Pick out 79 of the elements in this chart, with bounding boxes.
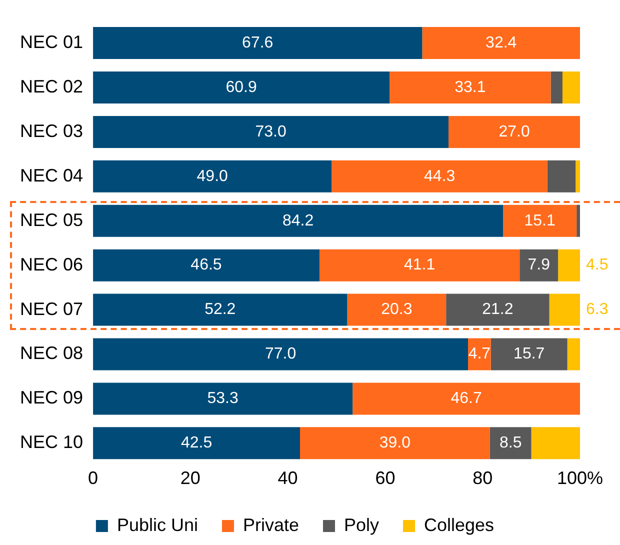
bar <box>549 294 580 326</box>
data-label: 32.4 <box>486 34 517 52</box>
x-tick-label: 40 <box>278 468 298 488</box>
data-label: 84.2 <box>282 212 314 230</box>
y-tick-label: NEC 09 <box>20 388 84 408</box>
data-label: 27.0 <box>498 123 530 140</box>
bar <box>576 204 580 237</box>
bar <box>352 382 580 415</box>
data-label: 49.0 <box>196 168 228 185</box>
data-label: 4.5 <box>586 256 608 274</box>
y-tick-label: NEC 03 <box>20 120 84 141</box>
data-label: 39.0 <box>379 434 411 452</box>
bar <box>558 249 580 282</box>
data-label: 77.0 <box>264 346 296 363</box>
bar <box>93 427 300 460</box>
bar <box>93 160 332 192</box>
data-label: 4.7 <box>468 346 491 363</box>
x-tick-label: 20 <box>180 468 200 488</box>
bar <box>547 160 576 192</box>
x-tick-label: 80 <box>472 468 493 488</box>
bar <box>93 249 320 282</box>
legend-label: Poly <box>344 514 380 535</box>
bar <box>319 249 520 282</box>
y-tick-label: NEC 07 <box>20 298 84 319</box>
bar <box>531 427 580 460</box>
data-label: 46.5 <box>190 256 222 274</box>
data-label: 67.6 <box>242 34 274 52</box>
y-tick-label: NEC 04 <box>20 165 84 186</box>
data-label: 60.9 <box>226 78 257 96</box>
bar <box>490 427 532 460</box>
bar <box>300 427 490 460</box>
bar <box>576 160 580 192</box>
bar <box>93 116 449 148</box>
bar <box>490 338 568 370</box>
bar <box>503 204 577 237</box>
data-label: 8.5 <box>499 434 522 452</box>
data-label: 41.1 <box>404 256 436 274</box>
y-tick-label: NEC 01 <box>20 32 84 52</box>
data-label: 6.3 <box>586 301 608 318</box>
bar <box>567 338 580 370</box>
y-tick-label: NEC 06 <box>20 254 84 274</box>
data-label: 7.9 <box>528 256 550 274</box>
y-tick-label: NEC 10 <box>20 432 84 452</box>
data-label: 33.1 <box>454 78 486 96</box>
bar <box>93 294 348 326</box>
bar <box>520 249 558 282</box>
x-tick-label: 60 <box>375 468 396 488</box>
data-label: 53.3 <box>207 390 238 408</box>
data-label: 73.0 <box>255 123 286 140</box>
data-label: 42.5 <box>180 434 212 452</box>
data-label: 20.3 <box>381 301 412 318</box>
bar <box>468 338 491 370</box>
y-tick-label: NEC 02 <box>20 76 84 96</box>
data-label: 44.3 <box>424 168 456 185</box>
bar <box>332 160 548 192</box>
legend-label: Private <box>242 514 300 535</box>
bar <box>422 27 580 60</box>
bar <box>562 71 580 104</box>
x-tick-label: 100% <box>556 468 604 488</box>
bar <box>390 71 551 104</box>
data-label: 15.7 <box>514 346 545 363</box>
bar <box>93 204 504 237</box>
bar <box>347 294 446 326</box>
bar <box>550 71 562 104</box>
data-label: 52.2 <box>204 301 236 318</box>
data-label: 21.2 <box>482 301 514 318</box>
bar <box>93 338 468 370</box>
bar <box>93 382 353 415</box>
bar <box>93 71 390 104</box>
bar <box>448 116 580 148</box>
bar <box>93 27 422 60</box>
legend-label: Colleges <box>424 514 494 535</box>
data-label: 15.1 <box>524 212 556 230</box>
bar <box>446 294 550 326</box>
data-label: 46.7 <box>450 390 482 408</box>
x-tick-label: 0 <box>88 468 98 488</box>
y-tick-label: NEC 05 <box>20 210 84 230</box>
legend-label: Public Uni <box>116 514 198 535</box>
y-tick-label: NEC 08 <box>20 343 84 364</box>
